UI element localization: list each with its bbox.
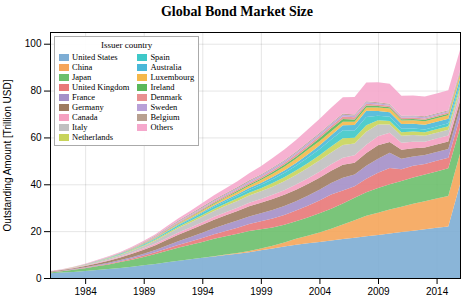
svg-text:2014: 2014	[426, 286, 449, 297]
html-text:Australia: Australia	[150, 62, 182, 72]
svg-text:0: 0	[36, 273, 42, 284]
svg-text:1984: 1984	[75, 286, 98, 297]
html-text:China: China	[72, 62, 93, 72]
svg-text:Outstanding Amount [Trillion U: Outstanding Amount [Trillion USD]	[2, 79, 13, 231]
svg-text:2009: 2009	[367, 286, 390, 297]
svg-text:80: 80	[30, 85, 42, 96]
svg-text:1989: 1989	[133, 286, 156, 297]
svg-text:60: 60	[30, 132, 42, 143]
html-text:United States: United States	[72, 52, 118, 62]
html-text:Spain: Spain	[150, 52, 170, 62]
html-text:Netherlands: Netherlands	[72, 132, 114, 142]
svg-text:1999: 1999	[250, 286, 273, 297]
html-text:Others: Others	[150, 122, 173, 132]
svg-text:40: 40	[30, 179, 42, 190]
html-text:Belgium: Belgium	[150, 112, 180, 122]
svg-text:20: 20	[30, 226, 42, 237]
html-text:Italy: Italy	[72, 122, 88, 132]
svg-text:100: 100	[25, 38, 42, 49]
html-text:Global Bond Market Size: Global Bond Market Size	[161, 4, 313, 19]
svg-text:1994: 1994	[192, 286, 215, 297]
html-text:Ireland: Ireland	[150, 82, 175, 92]
html-text:Japan: Japan	[72, 72, 92, 82]
html-text:United Kingdom: United Kingdom	[72, 82, 130, 92]
html-text:Luxembourg: Luxembourg	[150, 72, 195, 82]
html-text:Canada: Canada	[72, 112, 98, 122]
svg-text:2004: 2004	[309, 286, 332, 297]
html-text:Sweden: Sweden	[150, 102, 178, 112]
html-text:France: France	[72, 92, 96, 102]
html-text:Germany: Germany	[72, 102, 104, 112]
html-text:Denmark: Denmark	[150, 92, 182, 102]
html-text:Issuer country: Issuer country	[100, 40, 153, 50]
